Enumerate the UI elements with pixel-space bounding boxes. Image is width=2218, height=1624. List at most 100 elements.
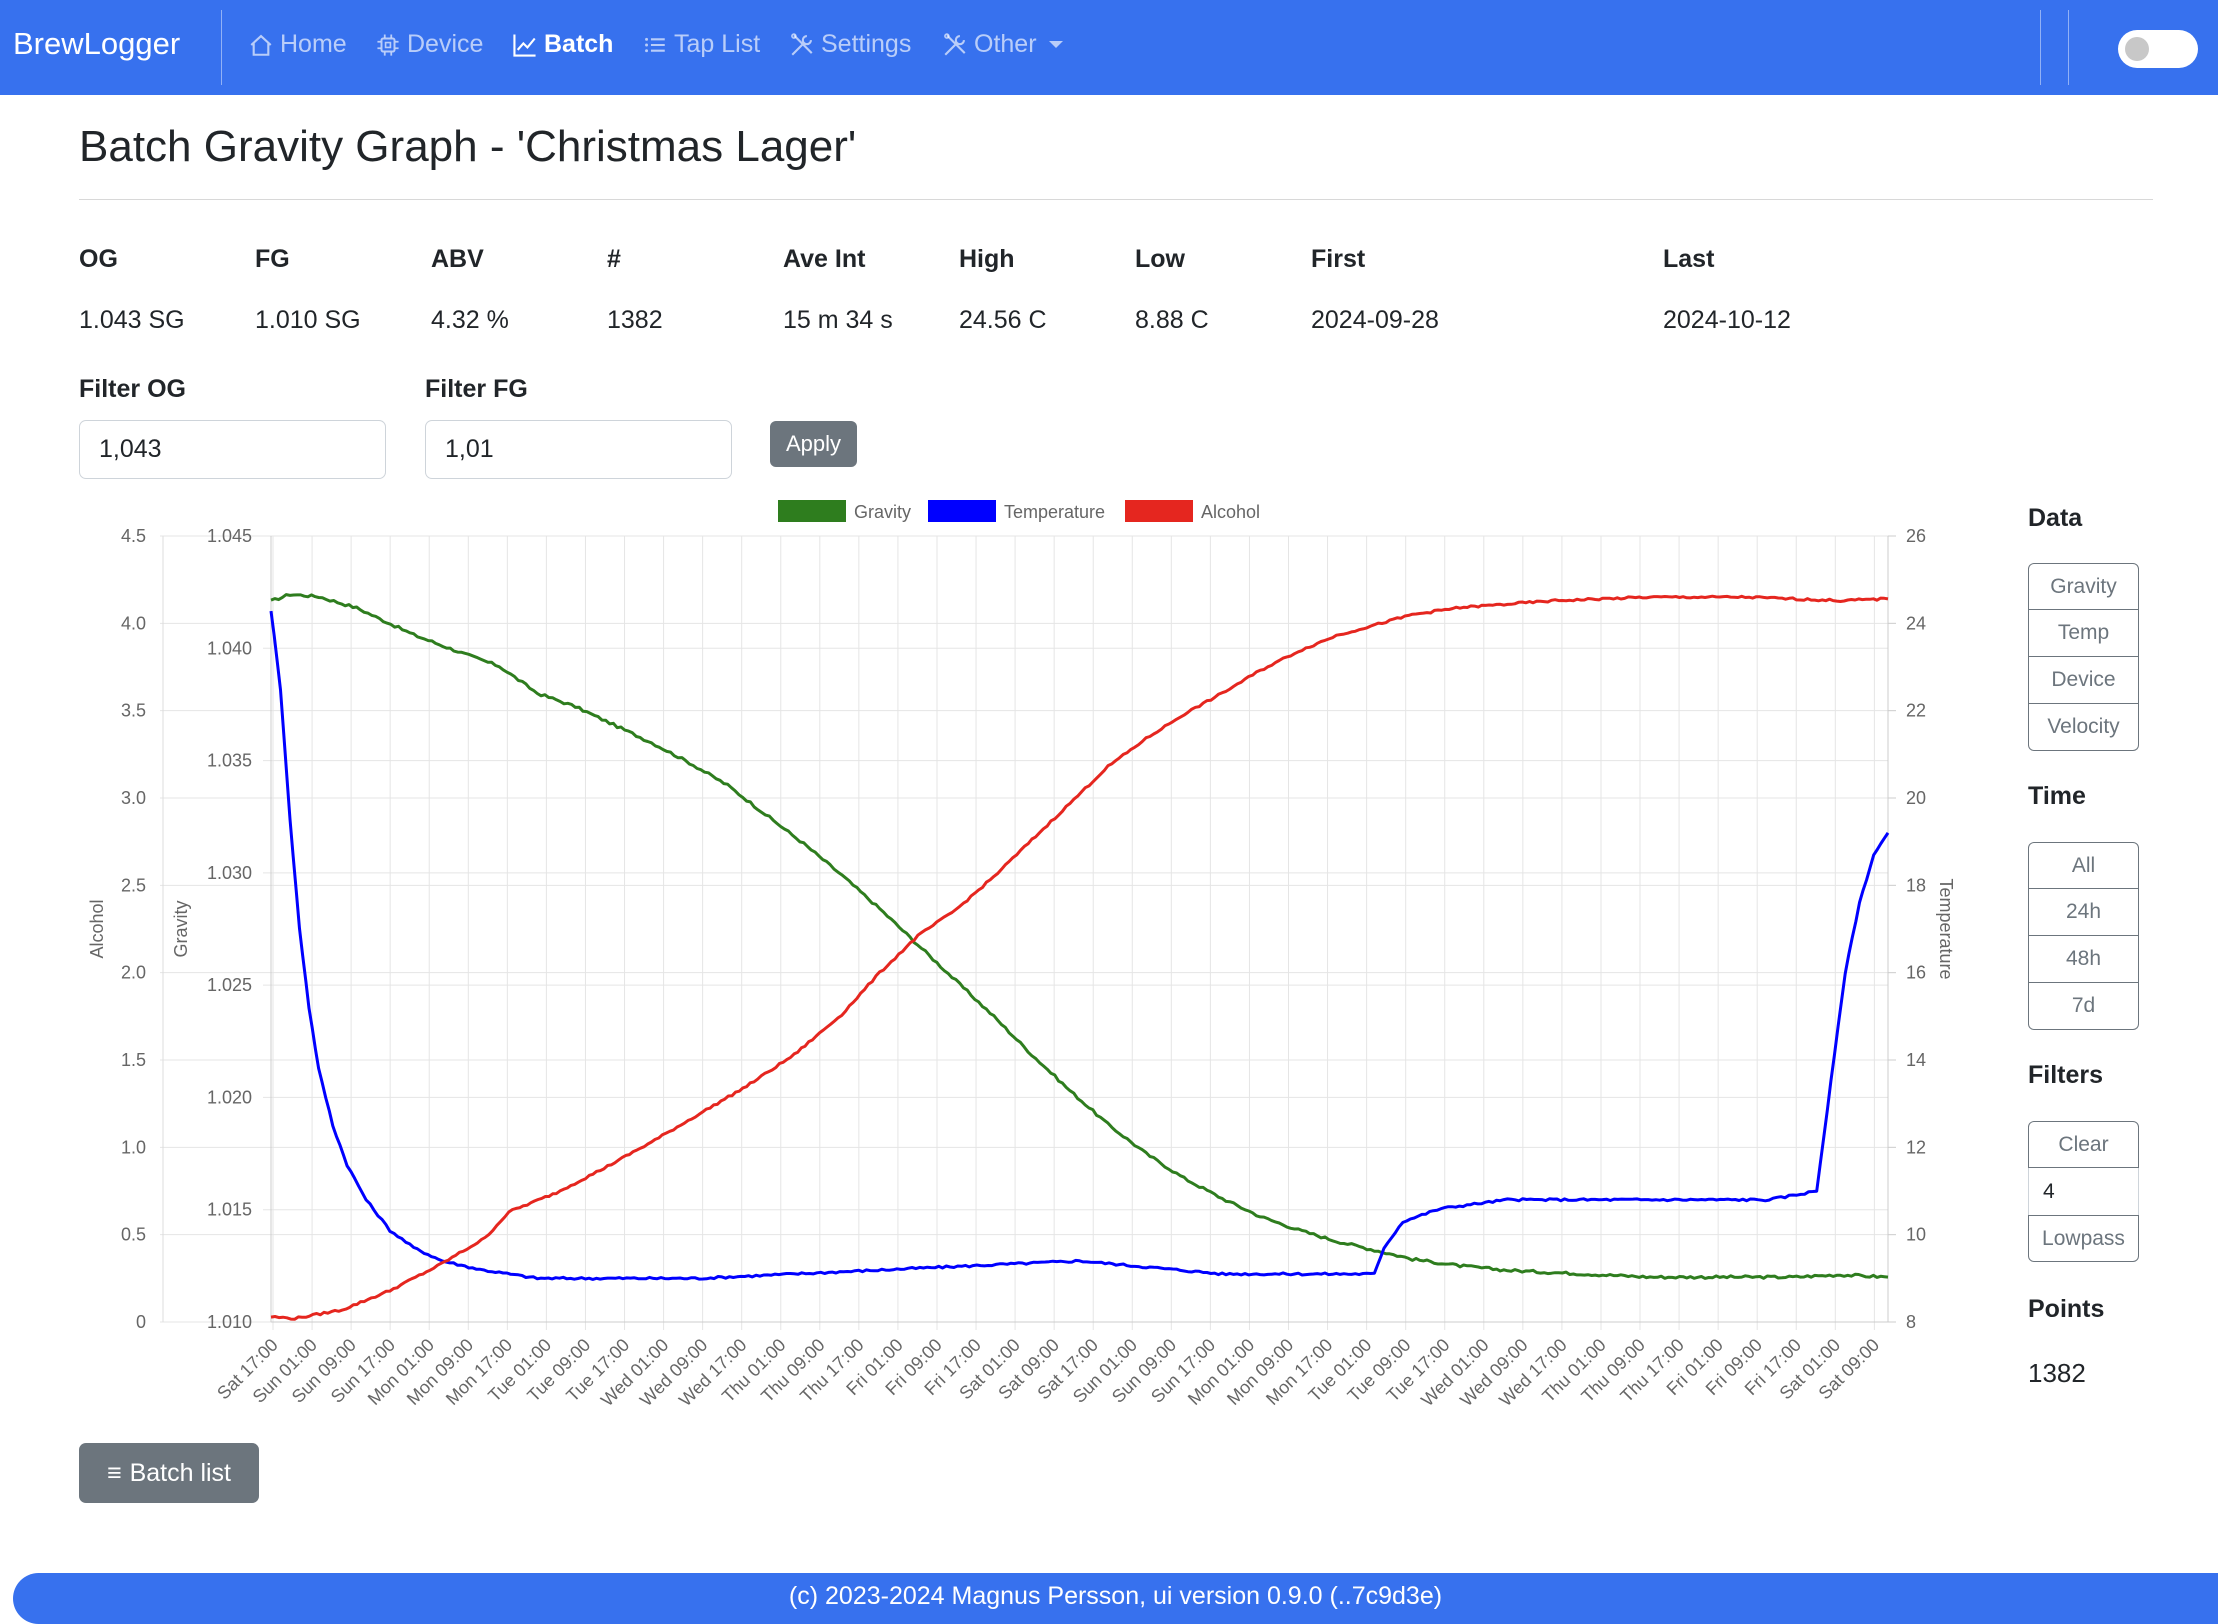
cpu-icon: [377, 33, 399, 56]
legend-swatch-alcohol: [1125, 500, 1193, 522]
nav-divider: [2068, 10, 2069, 85]
tools-icon: [791, 32, 813, 55]
gravity-tick-label: 1.035: [207, 751, 252, 771]
stat-label-low: Low: [1135, 245, 1185, 273]
temperature-tick-label: 14: [1906, 1050, 1926, 1070]
stat-label-og: OG: [79, 245, 118, 273]
temperature-tick-label: 18: [1906, 875, 1926, 895]
series-line-alcohol: [270, 594, 1889, 1321]
data-button-group: Gravity Temp Device Velocity: [2028, 563, 2139, 751]
stat-value-high: 24.56 C: [959, 306, 1047, 334]
nav-settings-label: Settings: [821, 30, 912, 58]
list-icon: ≡: [106, 1458, 122, 1487]
lowpass-button[interactable]: Lowpass: [2028, 1215, 2139, 1262]
data-device-button[interactable]: Device: [2028, 657, 2139, 704]
house-icon: [250, 34, 272, 56]
temperature-tick-label: 26: [1906, 526, 1926, 546]
graph-up-icon: [513, 33, 536, 57]
nav-home[interactable]: Home: [248, 30, 347, 59]
stat-label-last: Last: [1663, 245, 1715, 273]
temperature-tick-label: 22: [1906, 701, 1926, 721]
nav-tap-list[interactable]: Tap List: [642, 30, 760, 59]
footer: (c) 2023-2024 Magnus Persson, ui version…: [13, 1573, 2218, 1624]
filters-title: Filters: [2028, 1061, 2104, 1089]
toggle-knob: [2125, 37, 2149, 61]
nav-home-label: Home: [280, 30, 347, 58]
batch-list-button[interactable]: ≡ Batch list: [79, 1443, 259, 1503]
temperature-tick-label: 16: [1906, 963, 1926, 983]
time-48h-button[interactable]: 48h: [2028, 936, 2139, 983]
alcohol-tick-label: 1.0: [121, 1137, 146, 1157]
filter-og-input[interactable]: [79, 420, 386, 479]
stat-label-fg: FG: [255, 245, 290, 273]
batch-list-label: Batch list: [129, 1458, 232, 1487]
gravity-tick-label: 1.030: [207, 863, 252, 883]
nav-settings[interactable]: Settings: [789, 30, 911, 59]
stat-label-abv: ABV: [431, 245, 484, 273]
nav-other-label: Other: [974, 30, 1037, 58]
legend-swatch-temperature: [928, 500, 996, 522]
stat-value-last: 2024-10-12: [1663, 306, 1791, 334]
stat-value-fg: 1.010 SG: [255, 306, 361, 334]
alcohol-tick-label: 3.0: [121, 788, 146, 808]
time-7d-button[interactable]: 7d: [2028, 983, 2139, 1030]
brand[interactable]: BrewLogger: [13, 26, 181, 61]
legend-label-gravity: Gravity: [854, 502, 911, 522]
navbar: BrewLogger Home Device Batch Tap List Se…: [0, 0, 2218, 95]
alcohol-tick-label: 1.5: [121, 1050, 146, 1070]
gravity-tick-label: 1.010: [207, 1312, 252, 1332]
stat-value-first: 2024-09-28: [1311, 306, 1439, 334]
stat-value-ave-int: 15 m 34 s: [783, 306, 893, 334]
lowpass-value-input[interactable]: 4: [2028, 1168, 2139, 1215]
gravity-tick-label: 1.020: [207, 1087, 252, 1107]
dark-mode-toggle[interactable]: [2118, 30, 2198, 68]
temperature-tick-label: 12: [1906, 1137, 1926, 1157]
data-temp-button[interactable]: Temp: [2028, 610, 2139, 657]
data-title: Data: [2028, 504, 2083, 532]
nav-device[interactable]: Device: [375, 30, 483, 59]
filter-fg-input[interactable]: [425, 420, 732, 479]
time-button-group: All 24h 48h 7d: [2028, 842, 2139, 1030]
nav-divider: [2040, 10, 2041, 85]
data-velocity-button[interactable]: Velocity: [2028, 704, 2139, 751]
alcohol-tick-label: 0: [136, 1312, 146, 1332]
temperature-tick-label: 8: [1906, 1312, 1916, 1332]
filter-clear-button[interactable]: Clear: [2028, 1121, 2139, 1168]
legend-label-temperature: Temperature: [1004, 502, 1105, 522]
data-gravity-button[interactable]: Gravity: [2028, 563, 2139, 610]
alcohol-tick-label: 2.0: [121, 963, 146, 983]
alcohol-axis-title: Alcohol: [87, 899, 107, 958]
series-line-gravity: [270, 593, 1889, 1280]
alcohol-tick-label: 4.5: [121, 526, 146, 546]
nav-other-dropdown[interactable]: Other: [942, 30, 1063, 59]
page-title: Batch Gravity Graph - 'Christmas Lager': [79, 122, 857, 171]
list-icon: [645, 37, 665, 52]
nav-batch[interactable]: Batch: [512, 30, 613, 59]
chevron-down-icon: [1048, 41, 1063, 48]
stat-label-ave-int: Ave Int: [783, 245, 866, 273]
time-all-button[interactable]: All: [2028, 842, 2139, 889]
stat-value-low: 8.88 C: [1135, 306, 1209, 334]
stat-value-count: 1382: [607, 306, 663, 334]
stat-value-og: 1.043 SG: [79, 306, 185, 334]
nav-divider: [221, 10, 222, 85]
alcohol-tick-label: 3.5: [121, 701, 146, 721]
divider: [79, 199, 2153, 200]
temperature-tick-label: 20: [1906, 788, 1926, 808]
time-24h-button[interactable]: 24h: [2028, 889, 2139, 936]
gravity-tick-label: 1.015: [207, 1200, 252, 1220]
stat-label-count: #: [607, 245, 621, 273]
tools-icon: [944, 32, 966, 55]
gravity-tick-label: 1.025: [207, 975, 252, 995]
apply-button[interactable]: Apply: [770, 421, 857, 467]
filter-og-label: Filter OG: [79, 375, 186, 403]
legend-label-alcohol: Alcohol: [1201, 502, 1260, 522]
points-value: 1382: [2028, 1358, 2086, 1388]
alcohol-tick-label: 4.0: [121, 613, 146, 633]
time-title: Time: [2028, 782, 2086, 810]
nav-tap-list-label: Tap List: [674, 30, 761, 58]
points-title: Points: [2028, 1295, 2105, 1323]
stat-label-first: First: [1311, 245, 1366, 273]
filter-fg-label: Filter FG: [425, 375, 528, 403]
